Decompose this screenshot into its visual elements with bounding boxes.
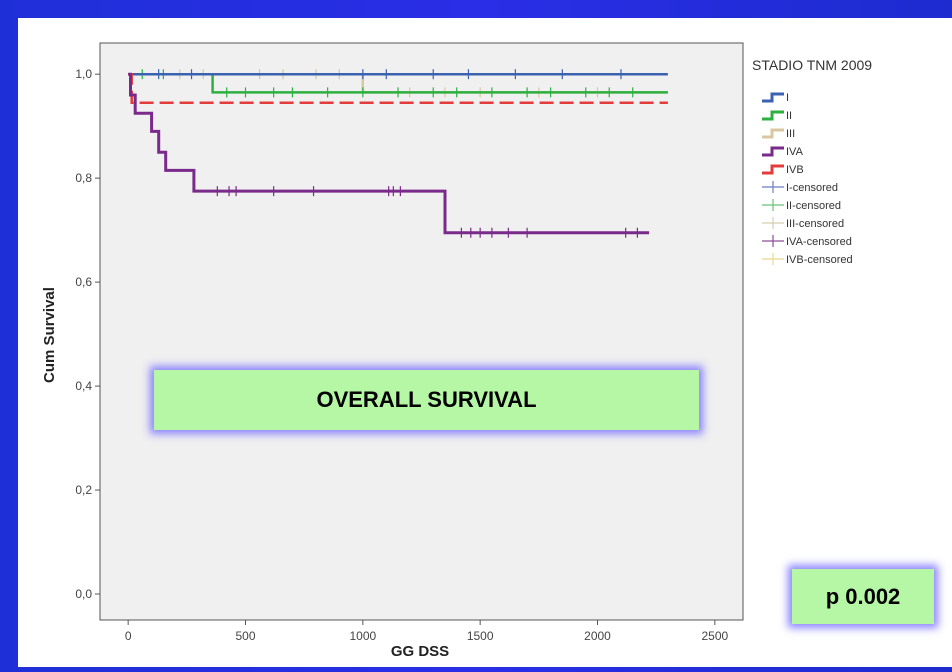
y-tick-label: 0,8 [75, 171, 92, 185]
x-tick-label: 500 [235, 629, 255, 643]
y-tick-label: 0,0 [75, 587, 92, 601]
legend-item: IVB-censored [762, 253, 853, 266]
x-axis: 0 500 1000 1500 2000 2500 [125, 620, 729, 643]
legend-swatch [762, 128, 784, 139]
x-tick-label: 1500 [467, 629, 494, 643]
y-tick-label: 0,6 [75, 275, 92, 289]
y-tick-label: 0,2 [75, 483, 92, 497]
legend-label: IVA [786, 146, 804, 158]
p-value-label: p 0.002 [792, 569, 934, 624]
y-axis-label: Cum Survival [41, 287, 58, 383]
x-tick-label: 0 [125, 629, 132, 643]
legend-label: II-censored [786, 200, 841, 212]
legend-item: IVA [762, 146, 804, 158]
legend-label: I [786, 92, 789, 104]
legend-swatch [762, 92, 784, 103]
legend-label: IVA-censored [786, 236, 852, 248]
legend-item: IVA-censored [762, 235, 852, 248]
legend: IIIIIIIVAIVBI-censoredII-censoredIII-cen… [762, 92, 853, 266]
x-axis-label: GG DSS [391, 643, 449, 660]
y-axis: 0,0 0,2 0,4 0,6 0,8 1,0 [75, 67, 100, 601]
legend-item: IVB [762, 164, 804, 176]
plot-area [99, 42, 744, 621]
legend-label: IVB-censored [786, 254, 853, 266]
legend-title: STADIO TNM 2009 [752, 57, 872, 73]
x-tick-label: 2500 [701, 629, 728, 643]
legend-item: III-censored [762, 217, 844, 230]
y-tick-label: 0,4 [75, 379, 92, 393]
legend-label: III-censored [786, 218, 844, 230]
legend-label: IVB [786, 164, 804, 176]
survival-chart: 0,00,20,40,60,81,0 0 500 1000 1500 2000 2500 … [41, 42, 872, 660]
legend-swatch [762, 164, 784, 175]
y-tick-label: 1,0 [75, 67, 92, 81]
legend-label: II [786, 110, 792, 122]
x-tick-label: 1000 [349, 629, 376, 643]
overall-survival-label: OVERALL SURVIVAL [154, 370, 699, 430]
series-line-iva [128, 72, 650, 235]
series-group [128, 69, 668, 238]
legend-item: II [762, 110, 792, 122]
legend-swatch [762, 146, 784, 157]
legend-item: I-censored [762, 181, 838, 194]
legend-label: I-censored [786, 182, 838, 194]
legend-swatch [762, 110, 784, 121]
legend-item: III [762, 128, 795, 140]
legend-item: I [762, 92, 789, 104]
legend-item: II-censored [762, 199, 841, 212]
chart-panel: 0,0 0,2 0,4 0,6 0,8 1,0 0 500 1000 1500 2000 2500 … [18, 18, 952, 667]
legend-label: III [786, 128, 795, 140]
x-tick-label: 2000 [584, 629, 611, 643]
